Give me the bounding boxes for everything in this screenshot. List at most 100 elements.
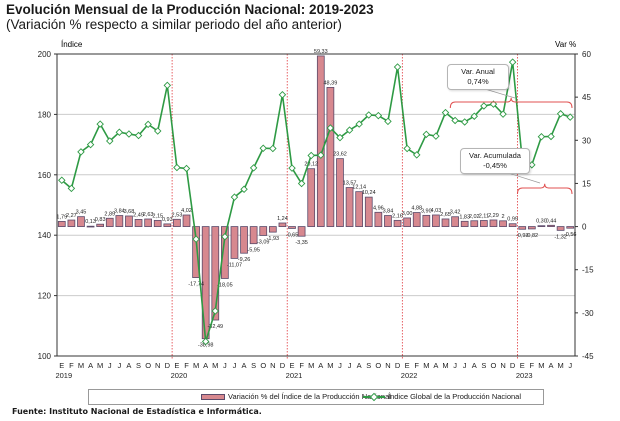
index-point (153, 127, 162, 135)
x-month-label: J (233, 361, 237, 370)
bar-data-label: 0,99 (507, 217, 518, 223)
bar-data-label: -0,65 (286, 232, 299, 238)
index-point (201, 337, 210, 346)
index-point (182, 164, 191, 173)
bar-series (57, 55, 575, 340)
x-month-label: D (395, 361, 401, 370)
index-point (556, 110, 565, 118)
bar (412, 212, 421, 227)
x-month-label: A (242, 361, 247, 370)
bar (105, 217, 114, 227)
bar (384, 215, 392, 227)
index-point (547, 132, 555, 141)
bar-data-label: -9,26 (238, 257, 251, 263)
x-month-label: M (538, 361, 544, 370)
x-month-label: M (327, 361, 333, 370)
bar-data-label: 10,24 (362, 190, 376, 196)
bar-data-label: -1,93 (267, 236, 280, 242)
bar-data-label: 2 (502, 214, 505, 220)
y-axis-right-label: Var % (555, 40, 576, 49)
bar (115, 215, 124, 227)
x-month-label: F (184, 361, 189, 370)
callout-var-anual-value: 0,74% (467, 77, 489, 86)
bar (249, 226, 258, 245)
index-point (163, 81, 172, 90)
bar (518, 226, 527, 230)
bar (422, 214, 431, 227)
y-right-tick-label: 45 (582, 93, 591, 102)
bar-data-label: 3,84 (114, 209, 125, 215)
bar-data-label: -1,32 (554, 234, 567, 240)
index-point (211, 307, 220, 315)
bar (489, 219, 498, 227)
bar-data-label: 2,65 (440, 212, 451, 218)
x-month-label: A (549, 361, 554, 370)
x-month-label: A (203, 361, 208, 370)
index-point (249, 164, 258, 172)
index-point (393, 63, 402, 71)
bar (326, 86, 335, 227)
bar (67, 219, 76, 227)
index-point (230, 193, 239, 201)
bar-data-label: -11,07 (227, 262, 242, 268)
y-right-tick-label: 15 (582, 179, 591, 188)
bar-data-label: 4,96 (373, 205, 384, 211)
x-month-label: J (117, 361, 121, 370)
bar (432, 214, 440, 227)
bar (508, 223, 517, 227)
x-month-label: O (491, 361, 497, 370)
legend-item-line: Índice Global de la Producción Nacional (363, 392, 521, 401)
annotation-braces (449, 88, 573, 195)
bar (441, 218, 450, 227)
bar (547, 224, 555, 227)
x-month-label: M (97, 361, 103, 370)
x-month-label: N (500, 361, 505, 370)
bar (527, 226, 536, 230)
x-month-label: E (520, 361, 525, 370)
bar (364, 196, 373, 227)
index-point (470, 112, 479, 120)
bar (393, 219, 402, 227)
x-month-label: N (385, 361, 390, 370)
bar-data-label: 4,02 (181, 208, 192, 214)
x-month-label: E (174, 361, 179, 370)
bar (355, 191, 364, 227)
callout-pointer (484, 88, 516, 99)
x-month-label: J (453, 361, 457, 370)
index-point (106, 137, 114, 145)
chart-legend: Variación % del Índice de la Producción … (88, 389, 544, 405)
x-month-label: D (510, 361, 516, 370)
x-month-label: E (59, 361, 64, 370)
axes: 100 120 140 160 180 200 -45 -30 -15 0 15 30 45 60 (38, 50, 594, 361)
index-point (537, 133, 546, 141)
callout-var-acumulada-label: Var. Acumulada (469, 151, 521, 160)
x-month-label: F (299, 361, 304, 370)
index-point (412, 151, 421, 159)
x-month-label: J (568, 361, 572, 370)
bar (221, 226, 229, 279)
bar-data-label: 1,83 (459, 214, 470, 220)
x-month-label: N (155, 361, 160, 370)
x-month-label: A (88, 361, 93, 370)
bar-data-label: -3,09 (257, 239, 270, 245)
bar-data-label: 1,24 (277, 216, 288, 222)
index-point (317, 151, 325, 159)
bar (77, 216, 85, 227)
index-point (67, 184, 76, 193)
bar-data-label: 20,12 (304, 162, 318, 168)
x-month-label: A (126, 361, 131, 370)
index-point (77, 148, 85, 156)
index-point (489, 100, 498, 108)
y-right-tick-label: 30 (582, 136, 591, 145)
bar-data-label: 3,45 (76, 210, 87, 216)
bar (125, 215, 133, 227)
index-point (144, 120, 152, 129)
bar-data-label: 2,49 (133, 212, 144, 218)
bar-data-label: 3,42 (450, 210, 461, 216)
bar-data-label: 2,16 (392, 213, 403, 219)
y-right-tick-label: 0 (582, 223, 587, 232)
index-point (58, 176, 66, 184)
bar-data-label: 0,93 (162, 217, 173, 223)
bar-data-label: -0,56 (564, 232, 577, 238)
